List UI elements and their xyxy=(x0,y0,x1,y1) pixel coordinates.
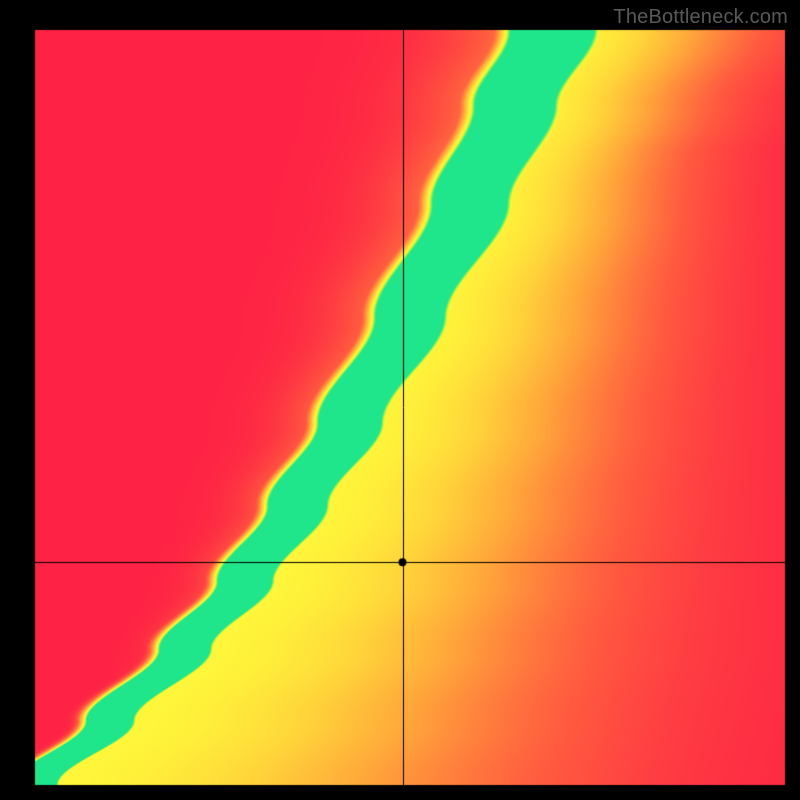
chart-container: TheBottleneck.com xyxy=(0,0,800,800)
bottleneck-heatmap xyxy=(0,0,800,800)
attribution-label: TheBottleneck.com xyxy=(613,6,788,29)
